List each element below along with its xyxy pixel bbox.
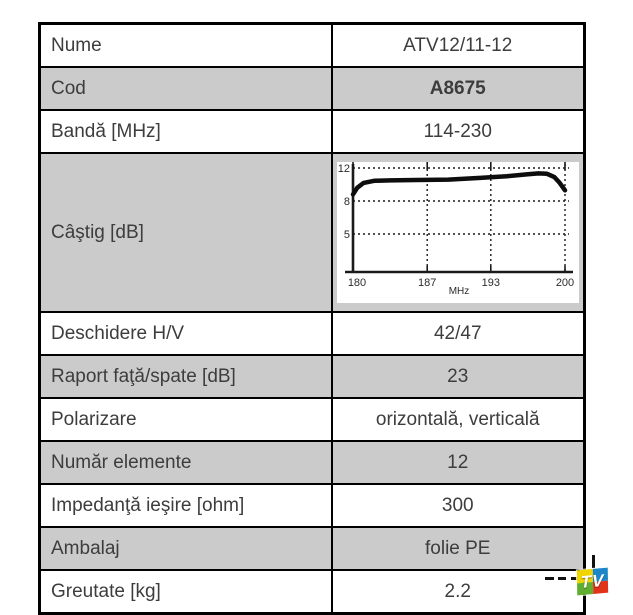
spec-row: Ambalaj folie PE [38, 526, 586, 571]
spec-value-cell: folie PE [330, 526, 586, 571]
gain-chart-cell: 12 8 5 180 187 193 200 MHz [330, 152, 586, 313]
svg-text:8: 8 [344, 196, 350, 208]
spec-table: Nume ATV12/11-12 Cod A8675 Bandă [MHz] 114-23… [38, 22, 586, 615]
spec-label-cell: Greutate [kg] [38, 569, 333, 615]
svg-text:193: 193 [481, 277, 499, 289]
spec-label-cell: Număr elemente [38, 440, 333, 485]
spec-label-cell: Cod [38, 66, 333, 111]
tv-watermark: TV [544, 553, 630, 603]
spec-label-cell: Polarizare [38, 397, 333, 442]
spec-value-cell: 114-230 [330, 109, 586, 154]
svg-text:MHz: MHz [448, 286, 469, 297]
spec-value-cell: orizontală, verticală [330, 397, 586, 442]
spec-value-cell: A8675 [330, 66, 586, 111]
spec-label-cell: Bandă [MHz] [38, 109, 333, 154]
svg-text:187: 187 [418, 277, 436, 289]
spec-row: Nume ATV12/11-12 [38, 22, 586, 68]
spec-row: Bandă [MHz] 114-230 [38, 109, 586, 154]
spec-label-cell: Ambalaj [38, 526, 333, 571]
spec-label-cell: Impedanţă ieşire [ohm] [38, 483, 333, 528]
spec-row: Greutate [kg] 2.2 [38, 569, 586, 615]
spec-value-cell: 42/47 [330, 311, 586, 356]
spec-label-cell: Deschidere H/V [38, 311, 333, 356]
dashed-mark [571, 577, 578, 580]
spec-row: Câştig [dB] 12 8 5 180 187 193 200 MHz [38, 152, 586, 313]
spec-row: Deschidere H/V 42/47 [38, 311, 586, 356]
spec-label-cell: Raport faţă/spate [dB] [38, 354, 333, 399]
svg-text:180: 180 [348, 277, 366, 289]
spec-row: Cod A8675 [38, 66, 586, 111]
gain-curve [350, 171, 567, 197]
spec-label-cell: Nume [38, 22, 333, 68]
dashed-mark [558, 577, 566, 580]
spec-value-cell: 300 [330, 483, 586, 528]
svg-text:5: 5 [344, 229, 350, 241]
spec-value-cell: 23 [330, 354, 586, 399]
spec-row: Număr elemente 12 [38, 440, 586, 485]
svg-text:12: 12 [338, 163, 350, 175]
spec-row: Impedanţă ieşire [ohm] 300 [38, 483, 586, 528]
spec-row: Raport faţă/spate [dB] 23 [38, 354, 586, 399]
spec-label-cell: Câştig [dB] [38, 152, 333, 313]
svg-text:200: 200 [556, 277, 574, 289]
dashed-mark [545, 577, 554, 580]
gain-chart: 12 8 5 180 187 193 200 MHz [336, 162, 579, 303]
tv-logo-icon: TV [576, 567, 609, 596]
spec-row: Polarizare orizontală, verticală [38, 397, 586, 442]
tv-logo-text: TV [580, 570, 605, 592]
spec-value-cell: 12 [330, 440, 586, 485]
spec-value-cell: ATV12/11-12 [330, 22, 586, 68]
dashed-mark [592, 555, 595, 568]
